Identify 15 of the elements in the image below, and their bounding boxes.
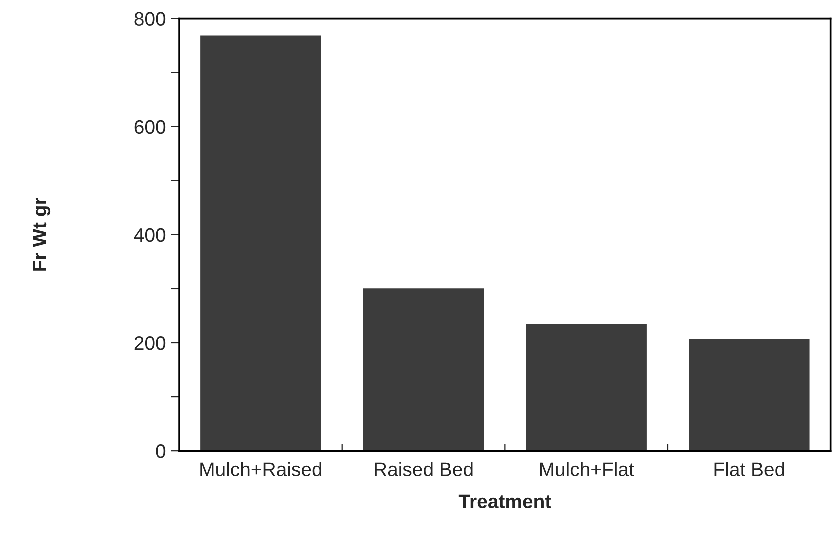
y-tick-label: 600 (134, 120, 166, 134)
y-axis-title: Fr Wt gr (33, 198, 51, 271)
bar (199, 34, 323, 452)
bar (524, 322, 648, 452)
x-tick-label: Raised Bed (375, 462, 473, 476)
bar (362, 287, 486, 452)
x-tick-label: Flat Bed (714, 462, 784, 476)
x-tick-label: Mulch+Flat (540, 462, 634, 476)
y-tick-label: 400 (134, 228, 166, 242)
x-tick-label: Mulch+Raised (200, 462, 322, 476)
y-tick-label: 0 (156, 444, 166, 458)
x-axis-title: Treatment (458, 494, 552, 508)
bar (688, 338, 812, 452)
y-tick-label: 800 (134, 12, 166, 26)
y-tick-label: 200 (134, 336, 166, 350)
